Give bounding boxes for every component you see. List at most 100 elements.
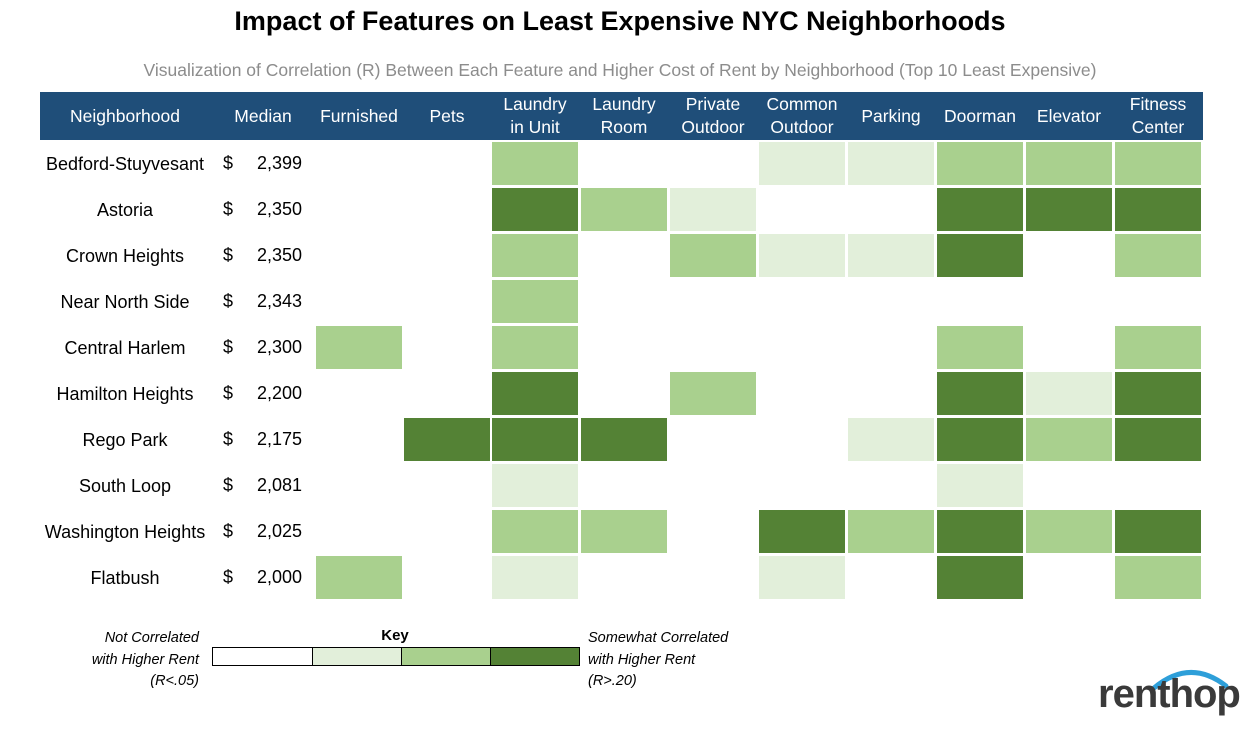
table-header	[40, 92, 1203, 140]
column-header-neighborhood: Neighborhood	[70, 105, 180, 126]
heatmap-cell	[937, 372, 1023, 415]
key-swatch	[212, 647, 313, 666]
heatmap-cell	[1115, 326, 1201, 369]
row-label: Astoria	[96, 199, 154, 220]
logo-arc-icon	[1151, 670, 1229, 691]
row-label: Bedford-Stuyvesant	[45, 153, 205, 174]
heatmap-cell	[581, 188, 667, 231]
column-header-feature: Elevator	[1036, 105, 1102, 126]
heatmap-cell	[759, 142, 845, 185]
heatmap-cell	[759, 556, 845, 599]
heatmap-cell	[937, 418, 1023, 461]
heatmap-cell	[937, 234, 1023, 277]
renthop-logo: renthop	[1098, 672, 1240, 716]
heatmap-cell	[1115, 372, 1201, 415]
median-rent-value: 2,300	[256, 337, 302, 357]
median-rent-value: 2,343	[256, 291, 302, 311]
median-rent-value: 2,025	[256, 521, 302, 541]
heatmap-cell	[759, 510, 845, 553]
median-currency-symbol: $	[223, 199, 234, 219]
heatmap-cell	[1026, 418, 1112, 461]
column-header-feature: Laundry in Unit	[503, 94, 567, 137]
median-rent-value: 2,081	[256, 475, 302, 495]
row-label: Rego Park	[82, 429, 168, 450]
heatmap-cell	[670, 234, 756, 277]
heatmap-cell	[581, 510, 667, 553]
column-header-feature: Parking	[861, 105, 921, 126]
key-swatch	[490, 647, 580, 666]
heatmap-cell	[937, 464, 1023, 507]
heatmap-cell	[492, 510, 578, 553]
chart-subtitle: Visualization of Correlation (R) Between…	[143, 60, 1097, 80]
heatmap-cell	[316, 556, 402, 599]
key-right-label: Somewhat Correlated with Higher Rent (R>…	[588, 630, 729, 689]
column-header-feature: Laundry Room	[592, 94, 656, 137]
heatmap-cell	[492, 556, 578, 599]
heatmap-cell	[1115, 188, 1201, 231]
heatmap-cell	[848, 234, 934, 277]
median-currency-symbol: $	[223, 383, 234, 403]
heatmap-cell	[492, 142, 578, 185]
heatmap-cell	[404, 418, 490, 461]
median-currency-symbol: $	[223, 337, 234, 357]
median-currency-symbol: $	[223, 429, 234, 449]
heatmap-cell	[1115, 556, 1201, 599]
heatmap-cell	[492, 188, 578, 231]
heatmap-cell	[848, 418, 934, 461]
heatmap-cell	[492, 326, 578, 369]
column-header-feature: Private Outdoor	[681, 94, 745, 137]
row-label: Washington Heights	[44, 521, 206, 542]
row-label: Central Harlem	[64, 337, 186, 358]
column-header-feature: Doorman	[944, 105, 1016, 126]
heatmap-cell	[759, 234, 845, 277]
column-header-feature: Fitness Center	[1129, 94, 1187, 137]
median-rent-value: 2,000	[256, 567, 302, 587]
column-header-feature: Pets	[429, 105, 465, 126]
heatmap-cell	[1115, 510, 1201, 553]
heatmap-cell	[670, 188, 756, 231]
heatmap-cell	[492, 372, 578, 415]
key-swatch	[401, 647, 491, 666]
median-rent-value: 2,200	[256, 383, 302, 403]
heatmap-cell	[848, 510, 934, 553]
heatmap-cell	[492, 280, 578, 323]
column-header-median: Median	[234, 105, 292, 126]
heatmap-cell	[937, 556, 1023, 599]
median-rent-value: 2,399	[256, 153, 302, 173]
heatmap-cell	[492, 234, 578, 277]
row-label: Near North Side	[60, 291, 190, 312]
heatmap-cell	[937, 510, 1023, 553]
heatmap-cell	[937, 326, 1023, 369]
heatmap-cell	[1026, 510, 1112, 553]
median-currency-symbol: $	[223, 153, 234, 173]
key-title: Key	[381, 627, 409, 644]
chart-title: Impact of Features on Least Expensive NY…	[234, 6, 1006, 36]
column-header-feature: Furnished	[320, 105, 398, 126]
key-swatch	[312, 647, 402, 666]
column-header-feature: Common Outdoor	[766, 94, 838, 137]
heatmap-cell	[670, 372, 756, 415]
median-rent-value: 2,350	[256, 199, 302, 219]
median-currency-symbol: $	[223, 291, 234, 311]
heatmap-cell	[1026, 188, 1112, 231]
median-rent-value: 2,350	[256, 245, 302, 265]
median-currency-symbol: $	[223, 521, 234, 541]
row-label: Hamilton Heights	[56, 383, 194, 404]
heatmap-cell	[848, 142, 934, 185]
heatmap-cell	[1026, 372, 1112, 415]
heatmap-cell	[937, 188, 1023, 231]
heatmap-cell	[581, 418, 667, 461]
heatmap-cell	[1026, 142, 1112, 185]
heatmap-cell	[1115, 234, 1201, 277]
heatmap-cell	[1115, 142, 1201, 185]
median-currency-symbol: $	[223, 475, 234, 495]
median-currency-symbol: $	[223, 245, 234, 265]
heatmap-cell	[1115, 418, 1201, 461]
key-left-label: Not Correlated with Higher Rent (R<.05)	[91, 630, 199, 689]
row-label: Flatbush	[90, 567, 160, 588]
median-currency-symbol: $	[223, 567, 234, 587]
row-label: South Loop	[78, 475, 172, 496]
heatmap-cell	[937, 142, 1023, 185]
heatmap-cell	[316, 326, 402, 369]
median-rent-value: 2,175	[256, 429, 302, 449]
